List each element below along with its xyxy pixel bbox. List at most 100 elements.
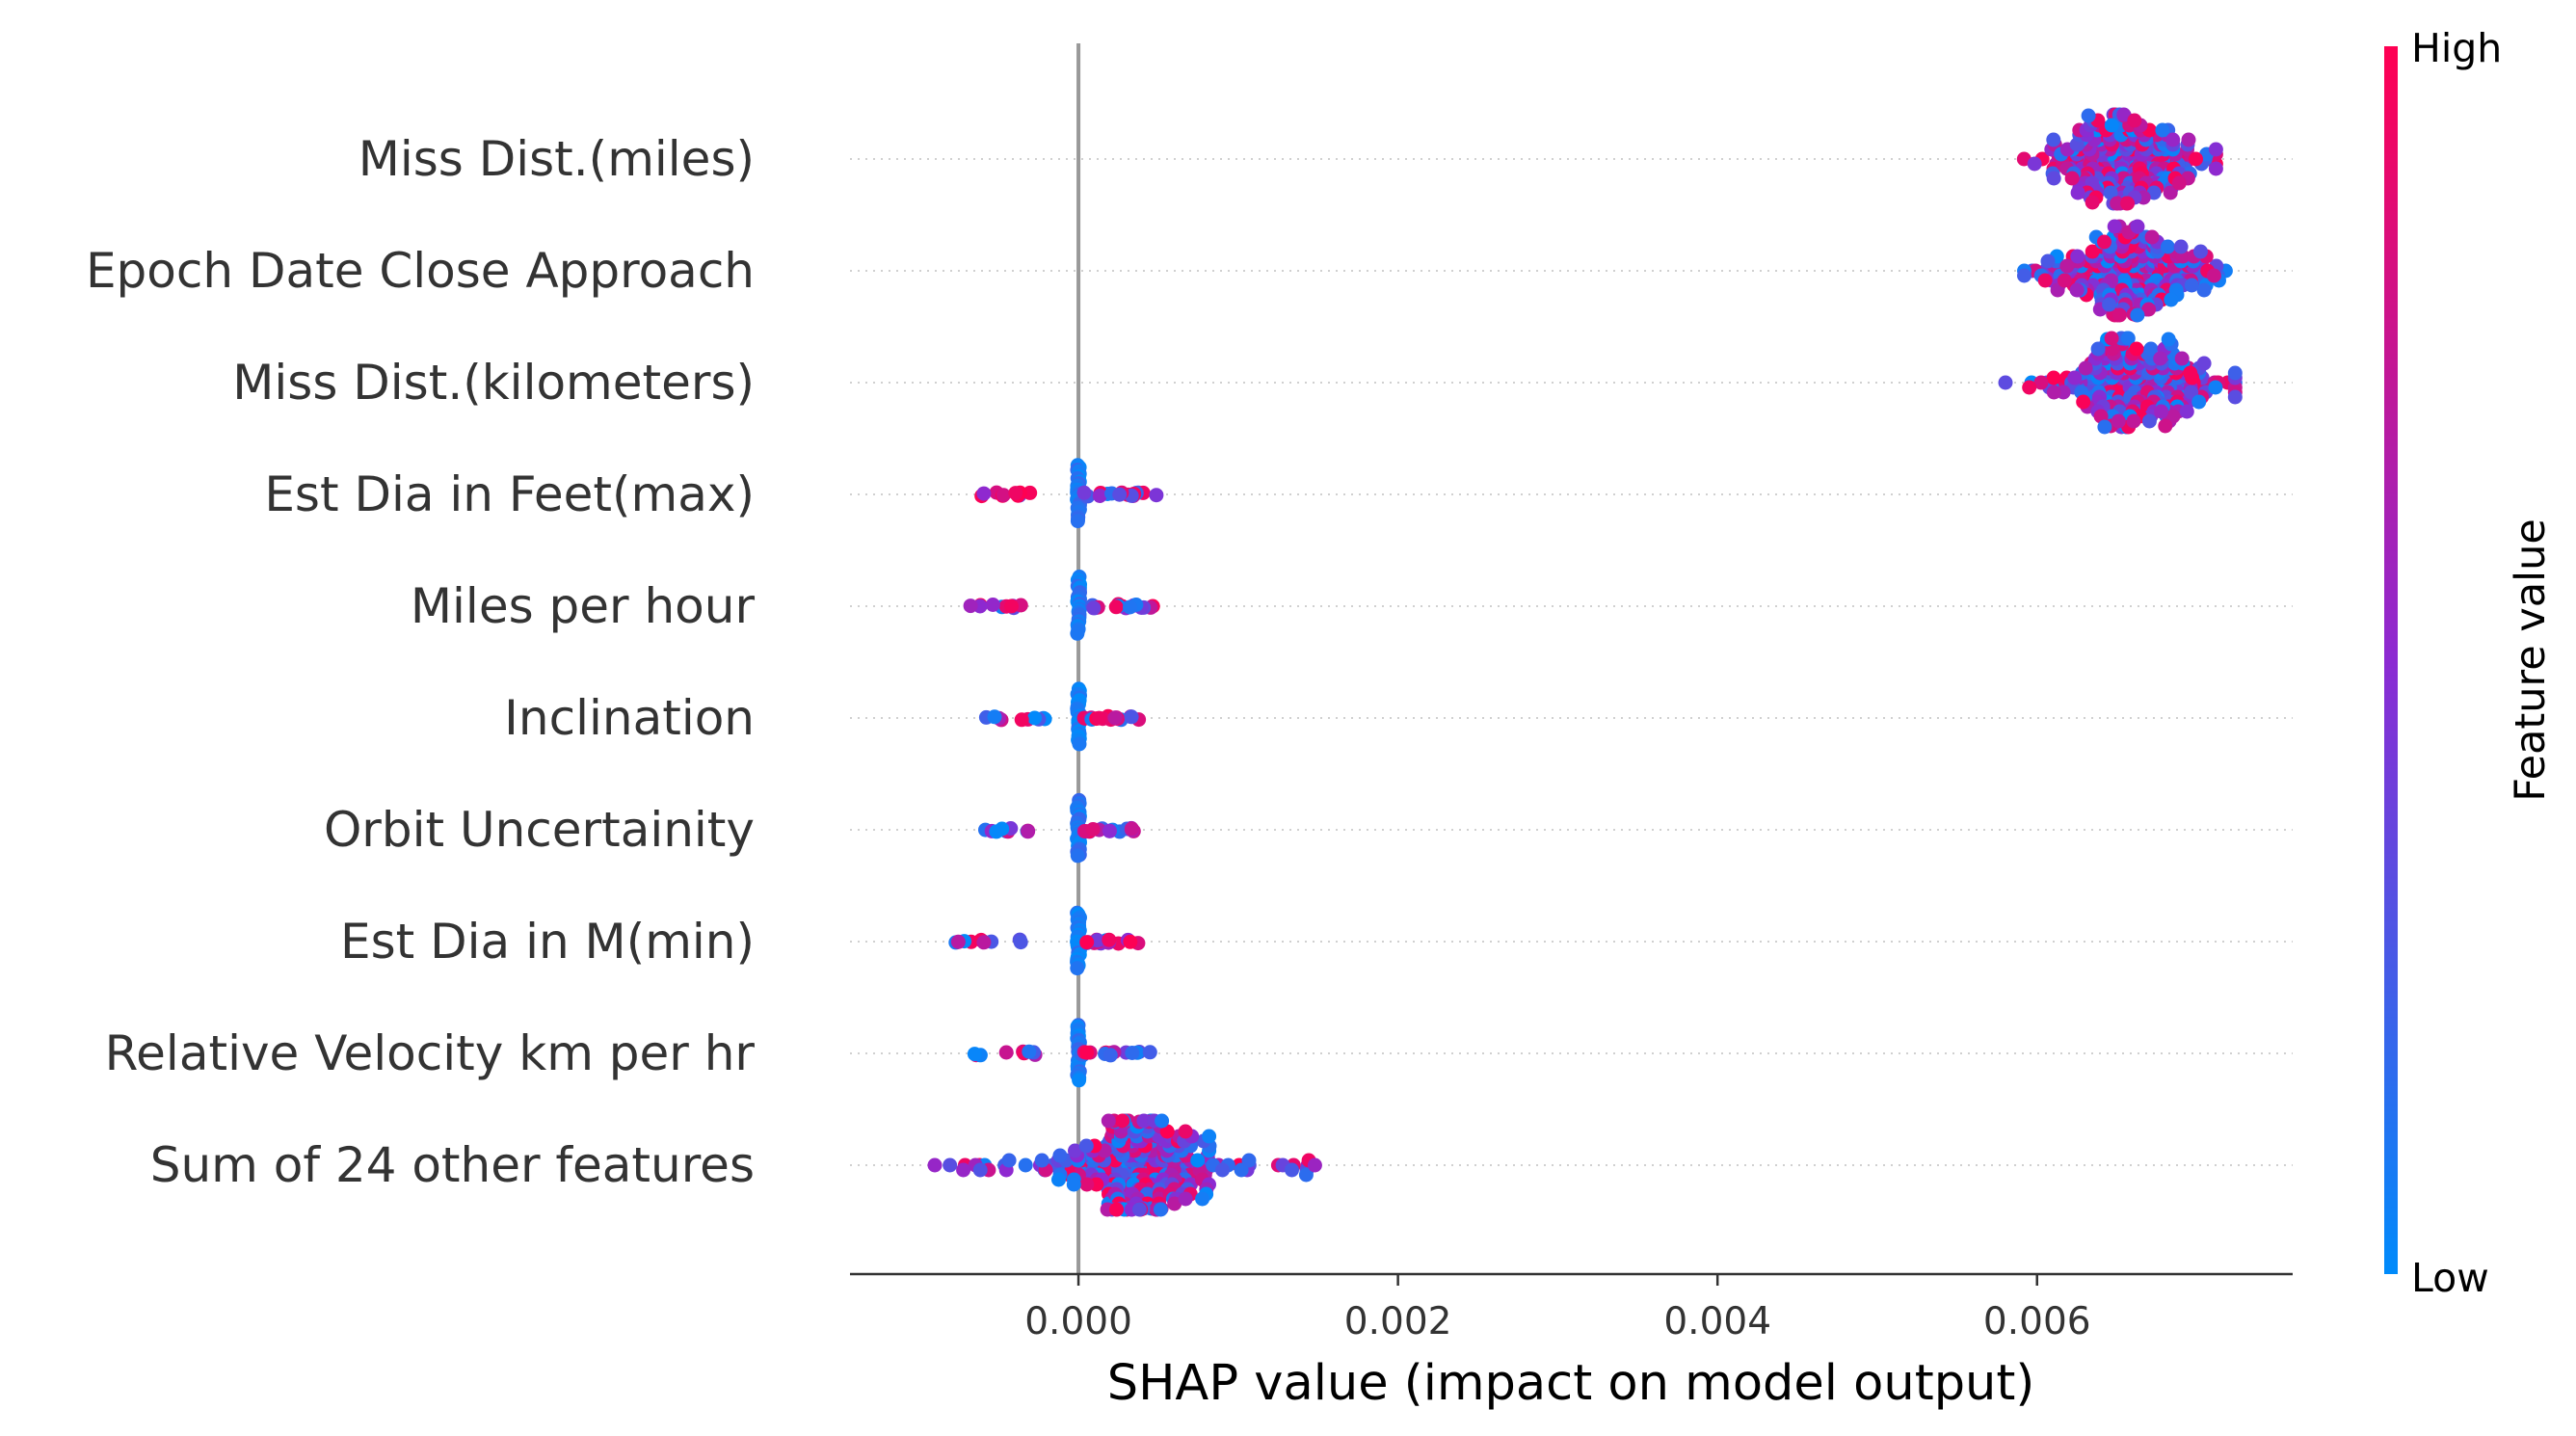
shap-point-1 [2069, 282, 2085, 298]
shap-point-9 [1285, 1162, 1299, 1178]
shap-point-7 [1070, 961, 1085, 976]
shap-point-2 [2227, 389, 2243, 405]
shap-point-2 [2033, 375, 2049, 390]
shap-point-9 [1178, 1191, 1193, 1207]
colorbar-low-label: Low [2411, 1255, 2489, 1301]
shap-point-9 [1234, 1162, 1249, 1178]
feature-label: Epoch Date Close Approach [86, 243, 755, 299]
shap-point-4 [1123, 599, 1137, 615]
shap-point-9 [1018, 1157, 1033, 1173]
shap-point-3 [1070, 514, 1085, 529]
shap-point-3 [976, 486, 992, 501]
shap-point-7 [1079, 935, 1095, 950]
shap-point-0 [2171, 175, 2187, 191]
shap-point-6 [1085, 822, 1101, 837]
shap-point-1 [2130, 307, 2145, 323]
feature-label: Est Dia in Feet(max) [264, 466, 755, 522]
shap-point-8 [1072, 1073, 1087, 1088]
x-tick-label: 0.002 [1344, 1300, 1452, 1343]
shap-point-0 [2165, 132, 2181, 147]
shap-point-2 [2076, 394, 2091, 410]
shap-point-2 [2165, 409, 2181, 424]
shap-point-2 [2208, 380, 2223, 395]
shap-point-7 [1123, 934, 1138, 949]
shap-point-0 [2110, 196, 2125, 211]
shap-point-7 [976, 935, 992, 950]
shap-point-9 [1167, 1196, 1182, 1211]
shap-point-0 [2103, 185, 2118, 200]
shap-point-0 [2120, 196, 2136, 211]
shap-point-3 [996, 488, 1011, 503]
shap-point-2 [2067, 370, 2083, 386]
shap-point-8 [998, 1045, 1014, 1060]
shap-point-2 [2126, 413, 2141, 429]
shap-point-7 [1102, 932, 1117, 947]
shap-point-1 [2107, 219, 2122, 234]
shap-point-2 [2046, 385, 2061, 400]
shap-point-2 [2174, 351, 2190, 366]
shap-point-5 [1107, 710, 1123, 726]
shap-point-9 [1155, 1113, 1170, 1129]
shap-point-8 [1022, 1044, 1037, 1059]
shap-point-1 [2102, 297, 2117, 312]
shap-point-5 [987, 709, 1002, 725]
shap-point-0 [2064, 171, 2080, 186]
shap-point-5 [1014, 712, 1029, 728]
shap-point-2 [2078, 360, 2093, 376]
shap-point-9 [956, 1162, 971, 1178]
shap-point-1 [2017, 268, 2032, 283]
shap-point-2 [1998, 375, 2013, 390]
shap-point-0 [2181, 132, 2196, 147]
shap-point-1 [2144, 229, 2160, 245]
shap-point-3 [1092, 489, 1107, 503]
shap-point-0 [2189, 151, 2203, 167]
shap-point-8 [967, 1047, 982, 1062]
shap-point-1 [2040, 253, 2056, 269]
shap-point-0 [2027, 156, 2042, 172]
shap-point-9 [1034, 1153, 1049, 1168]
shap-point-0 [2127, 113, 2142, 128]
shap-point-9 [927, 1157, 943, 1173]
shap-point-2 [2141, 413, 2157, 429]
feature-label: Miles per hour [411, 578, 756, 634]
shap-point-1 [2037, 273, 2053, 288]
shap-point-9 [1136, 1113, 1152, 1129]
shap-point-2 [2158, 418, 2173, 434]
shap-point-2 [2111, 413, 2126, 429]
shap-point-8 [1125, 1046, 1140, 1060]
shap-point-4 [1108, 599, 1124, 615]
shap-point-0 [2163, 185, 2178, 200]
shap-point-9 [1052, 1148, 1068, 1163]
feature-label: Est Dia in M(min) [340, 914, 755, 970]
shap-point-2 [2097, 419, 2112, 435]
shap-point-5 [1124, 709, 1139, 725]
shap-point-2 [2183, 365, 2198, 381]
shap-point-9 [1153, 1202, 1168, 1217]
shap-point-4 [985, 598, 1000, 612]
shap-point-9 [1101, 1113, 1116, 1129]
shap-point-3 [1076, 485, 1092, 500]
shap-point-9 [1109, 1202, 1124, 1217]
shap-point-0 [2046, 132, 2061, 147]
shap-point-6 [989, 824, 1004, 839]
shap-point-7 [1013, 935, 1028, 950]
shap-point-9 [1066, 1177, 1081, 1192]
shap-point-1 [2130, 219, 2145, 234]
colorbar-high-label: High [2411, 25, 2502, 71]
shap-point-9 [1115, 1113, 1130, 1129]
shap-point-9 [1001, 1153, 1017, 1168]
shap-point-0 [2046, 171, 2061, 186]
shap-point-2 [2104, 331, 2119, 346]
shap-point-9 [1178, 1124, 1193, 1139]
shap-point-9 [1068, 1143, 1082, 1158]
shap-point-2 [2022, 380, 2037, 395]
x-tick-label: 0.006 [1983, 1300, 2091, 1343]
shap-point-1 [2070, 249, 2085, 264]
shap-point-4 [1086, 600, 1102, 616]
shap-point-9 [1215, 1162, 1230, 1178]
shap-point-8 [1079, 1045, 1095, 1060]
shap-point-2 [2184, 385, 2199, 400]
shap-point-2 [2090, 341, 2106, 357]
feature-label: Miss Dist.(kilometers) [232, 355, 755, 411]
